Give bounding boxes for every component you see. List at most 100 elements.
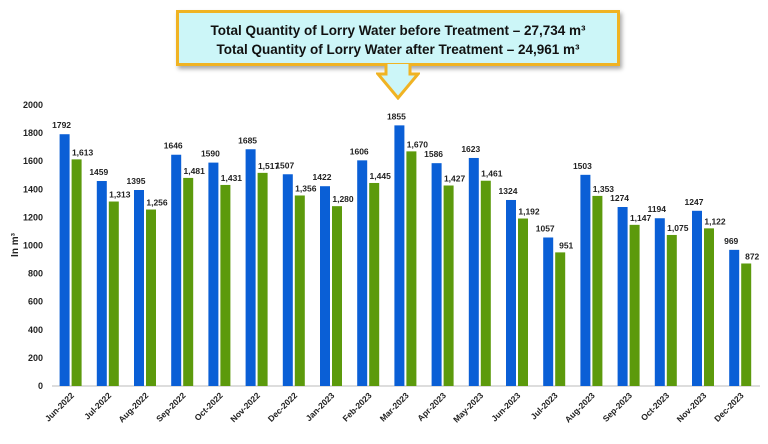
x-tick-label: Oct-2022 [192, 390, 225, 423]
data-label: 1586 [424, 149, 443, 159]
data-label: 1,427 [444, 174, 466, 184]
bar-after [294, 195, 305, 386]
x-tick-label: Jul-2023 [528, 390, 559, 421]
bar-before [506, 199, 516, 386]
bar-before [692, 210, 702, 386]
data-label: 1,353 [593, 184, 615, 194]
bar-after [480, 180, 491, 386]
bar-after [146, 209, 156, 386]
x-tick-label: Feb-2023 [340, 390, 373, 423]
x-tick-label: Oct-2023 [639, 390, 672, 423]
data-label: 1507 [275, 160, 294, 170]
data-label: 1,075 [667, 223, 689, 233]
bar-after [71, 159, 82, 386]
total-quantity-callout: Total Quantity of Lorry Water before Tre… [176, 10, 620, 66]
bar-after [629, 224, 640, 386]
data-label: 1,517 [258, 161, 280, 171]
x-tick-label: Aug-2022 [116, 390, 150, 424]
bar-after [220, 184, 231, 386]
x-tick-label: Nov-2023 [675, 390, 709, 424]
data-label: 1,481 [184, 166, 206, 176]
data-label: 1324 [499, 186, 518, 196]
x-tick-label: Jul-2022 [82, 390, 113, 421]
data-label: 1422 [313, 172, 332, 182]
data-label: 1395 [127, 176, 146, 186]
data-label: 1685 [238, 135, 257, 145]
bar-before [617, 207, 628, 386]
data-label: 1194 [648, 204, 667, 214]
y-tick-label: 1400 [23, 184, 43, 194]
bar-before [134, 190, 144, 386]
data-label: 1274 [610, 193, 629, 203]
bar-before [394, 125, 405, 386]
bar-after [741, 263, 752, 386]
bar-before [357, 160, 368, 386]
y-tick-label: 600 [28, 297, 43, 307]
callout-line-after: Total Quantity of Lorry Water after Trea… [216, 42, 580, 57]
bar-after [666, 234, 677, 386]
data-label: 1,670 [407, 139, 429, 149]
bar-after [592, 195, 603, 386]
bar-before [320, 186, 330, 386]
y-tick-label: 2000 [23, 100, 43, 110]
data-label: 969 [724, 236, 738, 246]
bar-after [518, 218, 528, 386]
y-tick-label: 400 [28, 325, 43, 335]
data-label: 1,122 [704, 216, 726, 226]
y-axis-label: In m³ [10, 232, 21, 257]
x-tick-label: Dec-2023 [712, 390, 746, 424]
y-tick-label: 200 [28, 353, 43, 363]
bar-before [171, 154, 182, 386]
bar-before [729, 249, 740, 386]
x-tick-label: Sep-2022 [154, 390, 188, 424]
bar-after [555, 252, 566, 386]
data-label: 872 [745, 251, 759, 261]
bar-before [96, 181, 107, 386]
data-label: 1646 [164, 141, 183, 151]
y-tick-label: 0 [38, 381, 43, 391]
bar-after [443, 185, 454, 386]
bar-before [654, 218, 665, 386]
data-label: 1247 [685, 197, 704, 207]
x-tick-label: Apr-2023 [415, 390, 448, 423]
data-label: 1,147 [630, 213, 652, 223]
y-tick-label: 800 [28, 269, 43, 279]
y-tick-label: 1600 [23, 156, 43, 166]
bar-after [406, 151, 417, 386]
data-label: 1,613 [72, 147, 94, 157]
bar-after [108, 201, 119, 386]
x-tick-label: Mar-2023 [378, 390, 411, 423]
bar-after [183, 177, 194, 386]
bar-before [580, 174, 591, 386]
x-tick-label: Nov-2022 [228, 390, 262, 424]
bar-before [208, 162, 219, 386]
data-label: 1,461 [481, 169, 503, 179]
y-tick-label: 1200 [23, 212, 43, 222]
data-label: 1,256 [146, 198, 168, 208]
data-label: 1,356 [295, 183, 317, 193]
callout-line-before: Total Quantity of Lorry Water before Tre… [210, 23, 586, 38]
data-label: 1606 [350, 146, 369, 156]
bar-before [59, 134, 70, 386]
x-tick-label: Jan-2023 [304, 390, 337, 423]
bar-before [245, 149, 256, 386]
data-label: 1,445 [370, 171, 392, 181]
data-label: 1459 [89, 167, 108, 177]
bar-after [369, 182, 380, 386]
x-tick-label: Jun-2022 [43, 390, 76, 423]
data-label: 951 [559, 240, 573, 250]
x-tick-label: Aug-2023 [563, 390, 597, 424]
x-tick-label: May-2023 [451, 390, 485, 424]
data-label: 1,280 [332, 194, 354, 204]
bar-after [332, 206, 342, 386]
bar-before [282, 174, 293, 386]
data-label: 1623 [461, 144, 480, 154]
data-label: 1590 [201, 149, 220, 159]
y-tick-label: 1000 [23, 241, 43, 251]
data-label: 1,313 [109, 190, 131, 200]
bar-after [704, 228, 714, 386]
bar-after [257, 172, 268, 386]
data-label: 1057 [536, 223, 555, 233]
y-tick-label: 1800 [23, 128, 43, 138]
